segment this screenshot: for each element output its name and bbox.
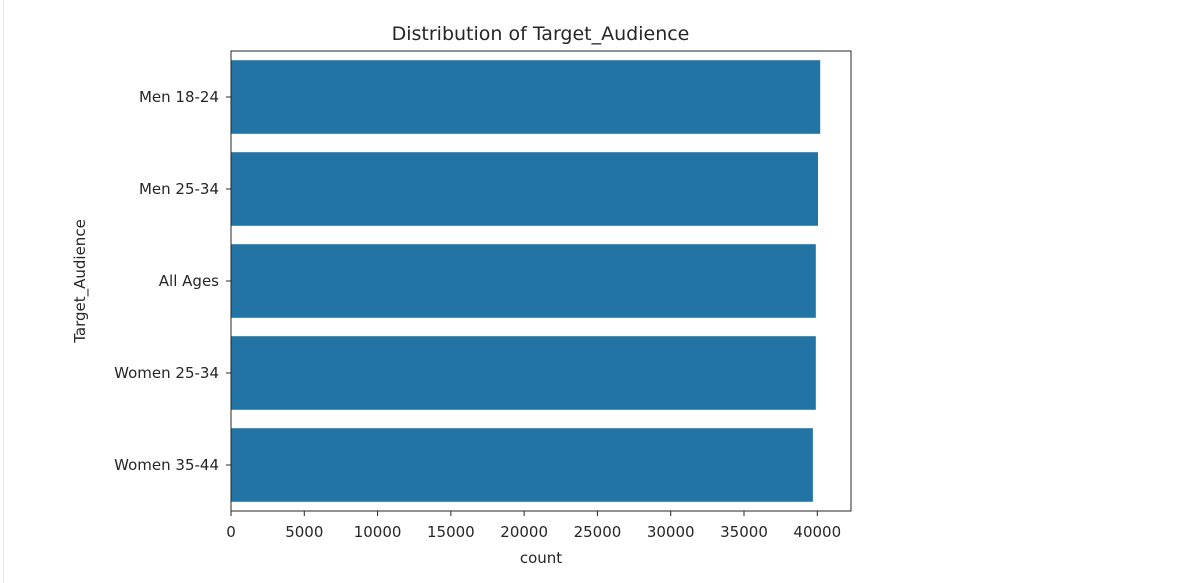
x-tick-label: 15000 [427,523,475,541]
x-tick-label: 35000 [720,523,768,541]
y-tick-label: Women 35-44 [114,456,219,474]
y-tick-label: Men 18-24 [139,88,219,106]
y-axis-label: Target_Audience [71,219,90,344]
y-axis-ticks: Men 18-24 Men 25-34 All Ages Women 25-34 Wom… [114,88,231,474]
x-tick-label: 20000 [500,523,548,541]
bars-group [231,60,821,502]
x-axis-label: count [520,549,562,567]
bar-all-ages [231,244,816,318]
x-tick-label: 0 [226,523,236,541]
y-tick-label: Men 25-34 [139,180,219,198]
x-tick-label: 25000 [574,523,622,541]
x-tick-label: 10000 [354,523,402,541]
x-axis-ticks: 0 5000 10000 15000 20000 25000 30000 35000 40000 [226,511,841,541]
bar-men-25-34 [231,152,819,226]
bar-women-25-34 [231,336,816,410]
chart-title: Distribution of Target_Audience [392,23,690,45]
y-tick-label: All Ages [159,272,219,290]
bar-men-18-24 [231,60,821,134]
plot-area-border [230,50,852,512]
x-tick-label: 40000 [793,523,841,541]
x-tick-label: 5000 [285,523,323,541]
page-divider [3,0,4,583]
y-tick-label: Women 25-34 [114,364,219,382]
bar-women-35-44 [231,428,813,502]
x-tick-label: 30000 [647,523,695,541]
